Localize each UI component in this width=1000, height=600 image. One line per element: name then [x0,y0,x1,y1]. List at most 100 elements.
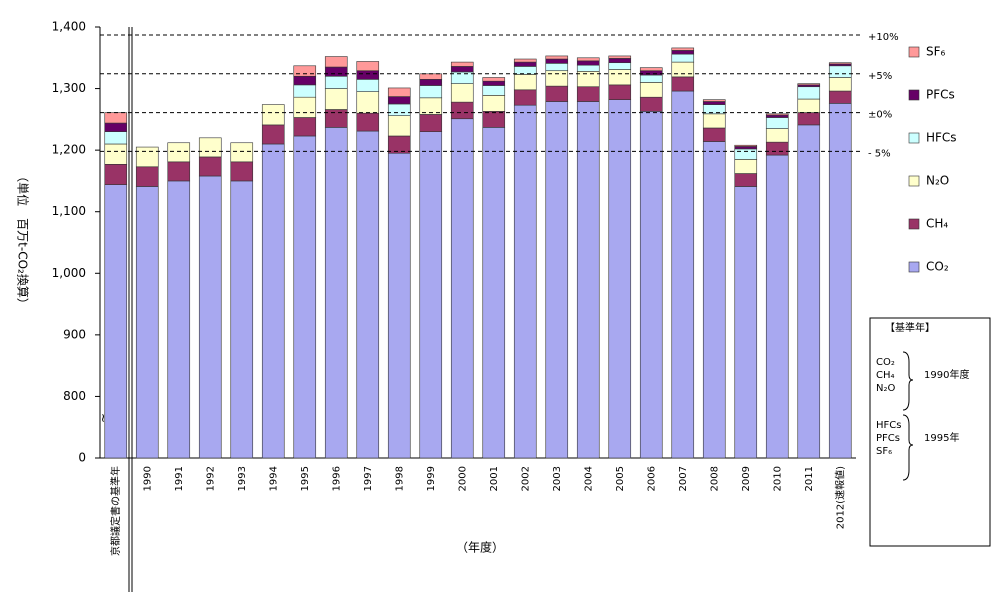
bar-segment [324,127,348,459]
bar-segment [450,83,474,103]
bar-segment [576,60,600,66]
y-tick-label: 1,100 [52,204,86,218]
bar-segment [608,62,632,70]
bar-segment [734,173,758,187]
bar-segment [608,58,632,64]
x-tick-label: 2005 [615,466,626,491]
y-tick-label: 1,000 [52,266,86,280]
bar-segment [639,82,663,98]
bar-segment [198,175,222,459]
bar-segment [419,79,443,86]
bar-segment [167,180,191,459]
bar-segment [513,74,537,91]
bar-segment [828,90,852,104]
bar-segment [702,127,726,142]
bar-segment [387,96,411,105]
bar-segment [513,104,537,459]
base-year-box [869,317,991,547]
bar-segment [608,69,632,86]
bar-segment [576,101,600,459]
bar-segment [671,61,695,78]
x-axis-label: （年度） [456,540,504,555]
bar-segment [324,109,348,128]
legend-swatch [908,89,920,101]
bar-segment [702,101,726,105]
legend-swatch [908,261,920,273]
bar-segment [450,118,474,459]
bar-segment [513,61,537,67]
bar-segment [356,112,380,132]
bar-segment [293,117,317,137]
bar-segment [293,75,317,86]
bar-segment [765,154,789,459]
box-gas: CH₄ [876,370,895,381]
bar-segment [734,144,758,147]
bar-segment [702,141,726,459]
bar-segment [104,164,128,185]
bar-segment [387,87,411,97]
bar-segment [576,64,600,72]
bar-segment [482,95,506,112]
box-gas: PFCs [876,433,900,444]
bar-segment [828,65,852,78]
legend-label: CO₂ [926,260,949,274]
reference-label: +10% [868,32,899,43]
x-tick-label: 2001 [489,466,500,491]
bar-segment [293,135,317,459]
bar-segment [482,80,506,86]
reference-label: - 5% [868,148,891,159]
bar-segment [356,79,380,92]
bar-segment [387,152,411,459]
x-tick-label: 2002 [520,466,531,491]
bar-segment [482,127,506,459]
bar-segment [797,124,821,459]
bar-segment [828,77,852,92]
x-tick-label: 1994 [268,466,279,491]
x-tick-label: 2010 [772,466,783,491]
bar-segment [576,57,600,62]
bar-segment [293,96,317,118]
bar-segment [545,55,569,60]
x-tick-label: 1996 [331,466,342,491]
bar-segment [450,66,474,73]
bar-segment [419,131,443,459]
bar-segment [198,156,222,177]
box-gas: CO₂ [876,357,895,368]
y-tick-label: 1,300 [52,81,86,95]
bar-segment [639,74,663,83]
reference-label: +5% [868,71,892,82]
bar-segment [356,70,380,80]
bar-segment [513,66,537,75]
bar-segment [104,184,128,459]
x-tick-label: 1995 [300,466,311,491]
bar-segment [387,115,411,137]
bar-segment [671,53,695,63]
bar-segment [765,128,789,143]
bar-segment [419,85,443,99]
legend-label: PFCs [926,88,955,102]
bar-segment [545,58,569,64]
bar-segment [671,50,695,55]
bar-segment [797,112,821,126]
bar-segment [576,71,600,88]
bar-segment [639,70,663,76]
x-tick-label: 1992 [205,466,216,491]
box-year: 1990年度 [924,368,969,381]
bar-segment [450,61,474,67]
bar-segment [356,61,380,72]
y-axis-label: （単位 百万t-CO₂換算） [16,170,31,310]
bar-segment [419,114,443,132]
bar-segment [639,67,663,72]
bar-segment [608,84,632,100]
bar-segment [797,86,821,100]
bar-segment [356,130,380,459]
x-tick-label: 1990 [142,466,153,491]
bar-segment [230,180,254,459]
bar-segment [702,99,726,102]
bar-segment [734,148,758,160]
bar-segment [576,86,600,102]
x-tick-label: 1999 [426,466,437,491]
brace [902,351,914,411]
bar-segment [765,114,789,118]
